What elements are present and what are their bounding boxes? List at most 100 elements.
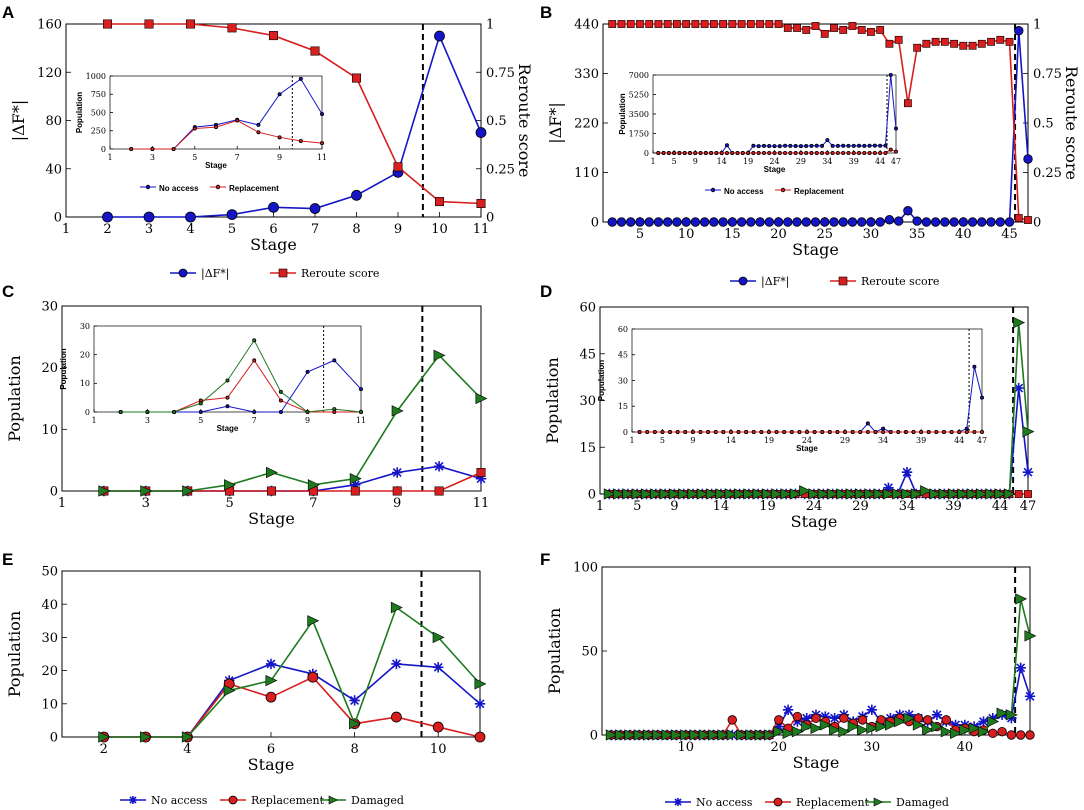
data-point [894,35,903,44]
series-damaged [603,316,1035,500]
data-point [653,217,664,227]
plot-frame [61,570,481,738]
series-line [658,149,897,154]
data-point [227,23,237,33]
data-point [633,729,646,741]
data-point [872,143,877,148]
data-point [782,727,795,739]
data-point [958,217,969,227]
data-point [1025,730,1035,740]
data-point [996,707,1009,719]
data-point [836,488,849,500]
series-replacement [129,118,324,151]
data-point [896,429,901,434]
data-point [774,715,784,725]
y-axis-label: Population [597,360,606,401]
data-point [797,429,802,434]
data-point [829,724,842,736]
x-tick-label: 9 [277,153,282,162]
y-right-tick-label: 0.5 [486,114,507,129]
y-tick-label: 250 [91,127,106,136]
data-point [931,709,943,721]
series-damaged [98,601,487,743]
data-point [903,709,915,721]
data-point [811,713,821,723]
data-point [802,26,811,34]
data-point [305,409,310,414]
data-point [434,197,444,207]
panel-label: E [2,550,13,569]
legend-marker [674,798,682,806]
data-point [847,217,858,227]
legend-label: Replacement [229,184,279,193]
series-line [612,23,1029,221]
legend-item: No access [140,184,199,193]
y-tick-label: 80 [45,114,62,129]
y-tick-label: 120 [37,66,62,81]
data-point [709,150,714,155]
series-damaged [98,349,488,497]
data-point [857,724,869,736]
y-tick-label: 1750 [629,129,649,138]
y-tick-label: 440 [574,18,599,33]
data-point [390,711,402,723]
y-tick-label: 15 [618,402,628,411]
data-point [719,150,724,155]
inset-plot: 1 5 9 14 19 24 29 34 39 44 47015304560StagePopulat… [597,325,987,453]
data-point [631,488,644,500]
data-point [997,726,1007,737]
x-tick-label: 11 [473,496,490,511]
y-tick-label: 330 [574,67,599,82]
data-point [699,217,710,227]
data-point [756,144,761,149]
data-point [857,26,866,34]
x-tick-label: 11 [317,153,327,162]
x-tick-label: 39 [849,157,859,166]
data-point [985,488,998,500]
data-point [792,217,802,227]
data-point [959,41,968,50]
data-point [670,729,683,741]
data-point [875,217,885,227]
data-point [675,429,680,434]
data-point [819,719,832,731]
legend-item: Replacement [210,184,279,193]
data-point [751,150,756,155]
data-point [851,143,856,148]
data-point [875,720,888,733]
data-point [709,20,718,28]
data-point [843,429,848,434]
legend-item: No access [665,796,753,809]
data-point [756,20,764,28]
data-point [977,725,990,738]
data-point [680,729,693,741]
data-point [700,20,709,28]
data-point [926,429,931,434]
data-point [782,429,787,434]
panel-b: B [540,3,552,22]
x-axis-label: Stage [792,240,839,259]
x-tick-label: 29 [796,157,806,166]
data-point [827,429,832,434]
data-point [791,725,804,738]
data-point [830,143,835,148]
series-f [607,26,1033,227]
data-point [392,467,403,478]
plot-area: 10 20 30 40 0 50 100 Stage Population [545,561,1037,772]
x-tick-label: 6 [269,222,277,237]
data-point [777,144,782,149]
data-point [391,405,404,417]
data-point [988,728,998,739]
data-point [872,150,877,155]
data-point [433,461,445,472]
y-axis-label: |ΔF*| [9,100,28,141]
data-point [235,118,240,123]
data-point [873,488,886,500]
data-point [761,150,766,155]
data-point [743,488,756,500]
x-tick-label: 6 [267,742,275,757]
data-point [878,150,883,155]
data-point [645,20,654,28]
data-point [652,729,665,741]
x-tick-label: 44 [875,157,885,166]
